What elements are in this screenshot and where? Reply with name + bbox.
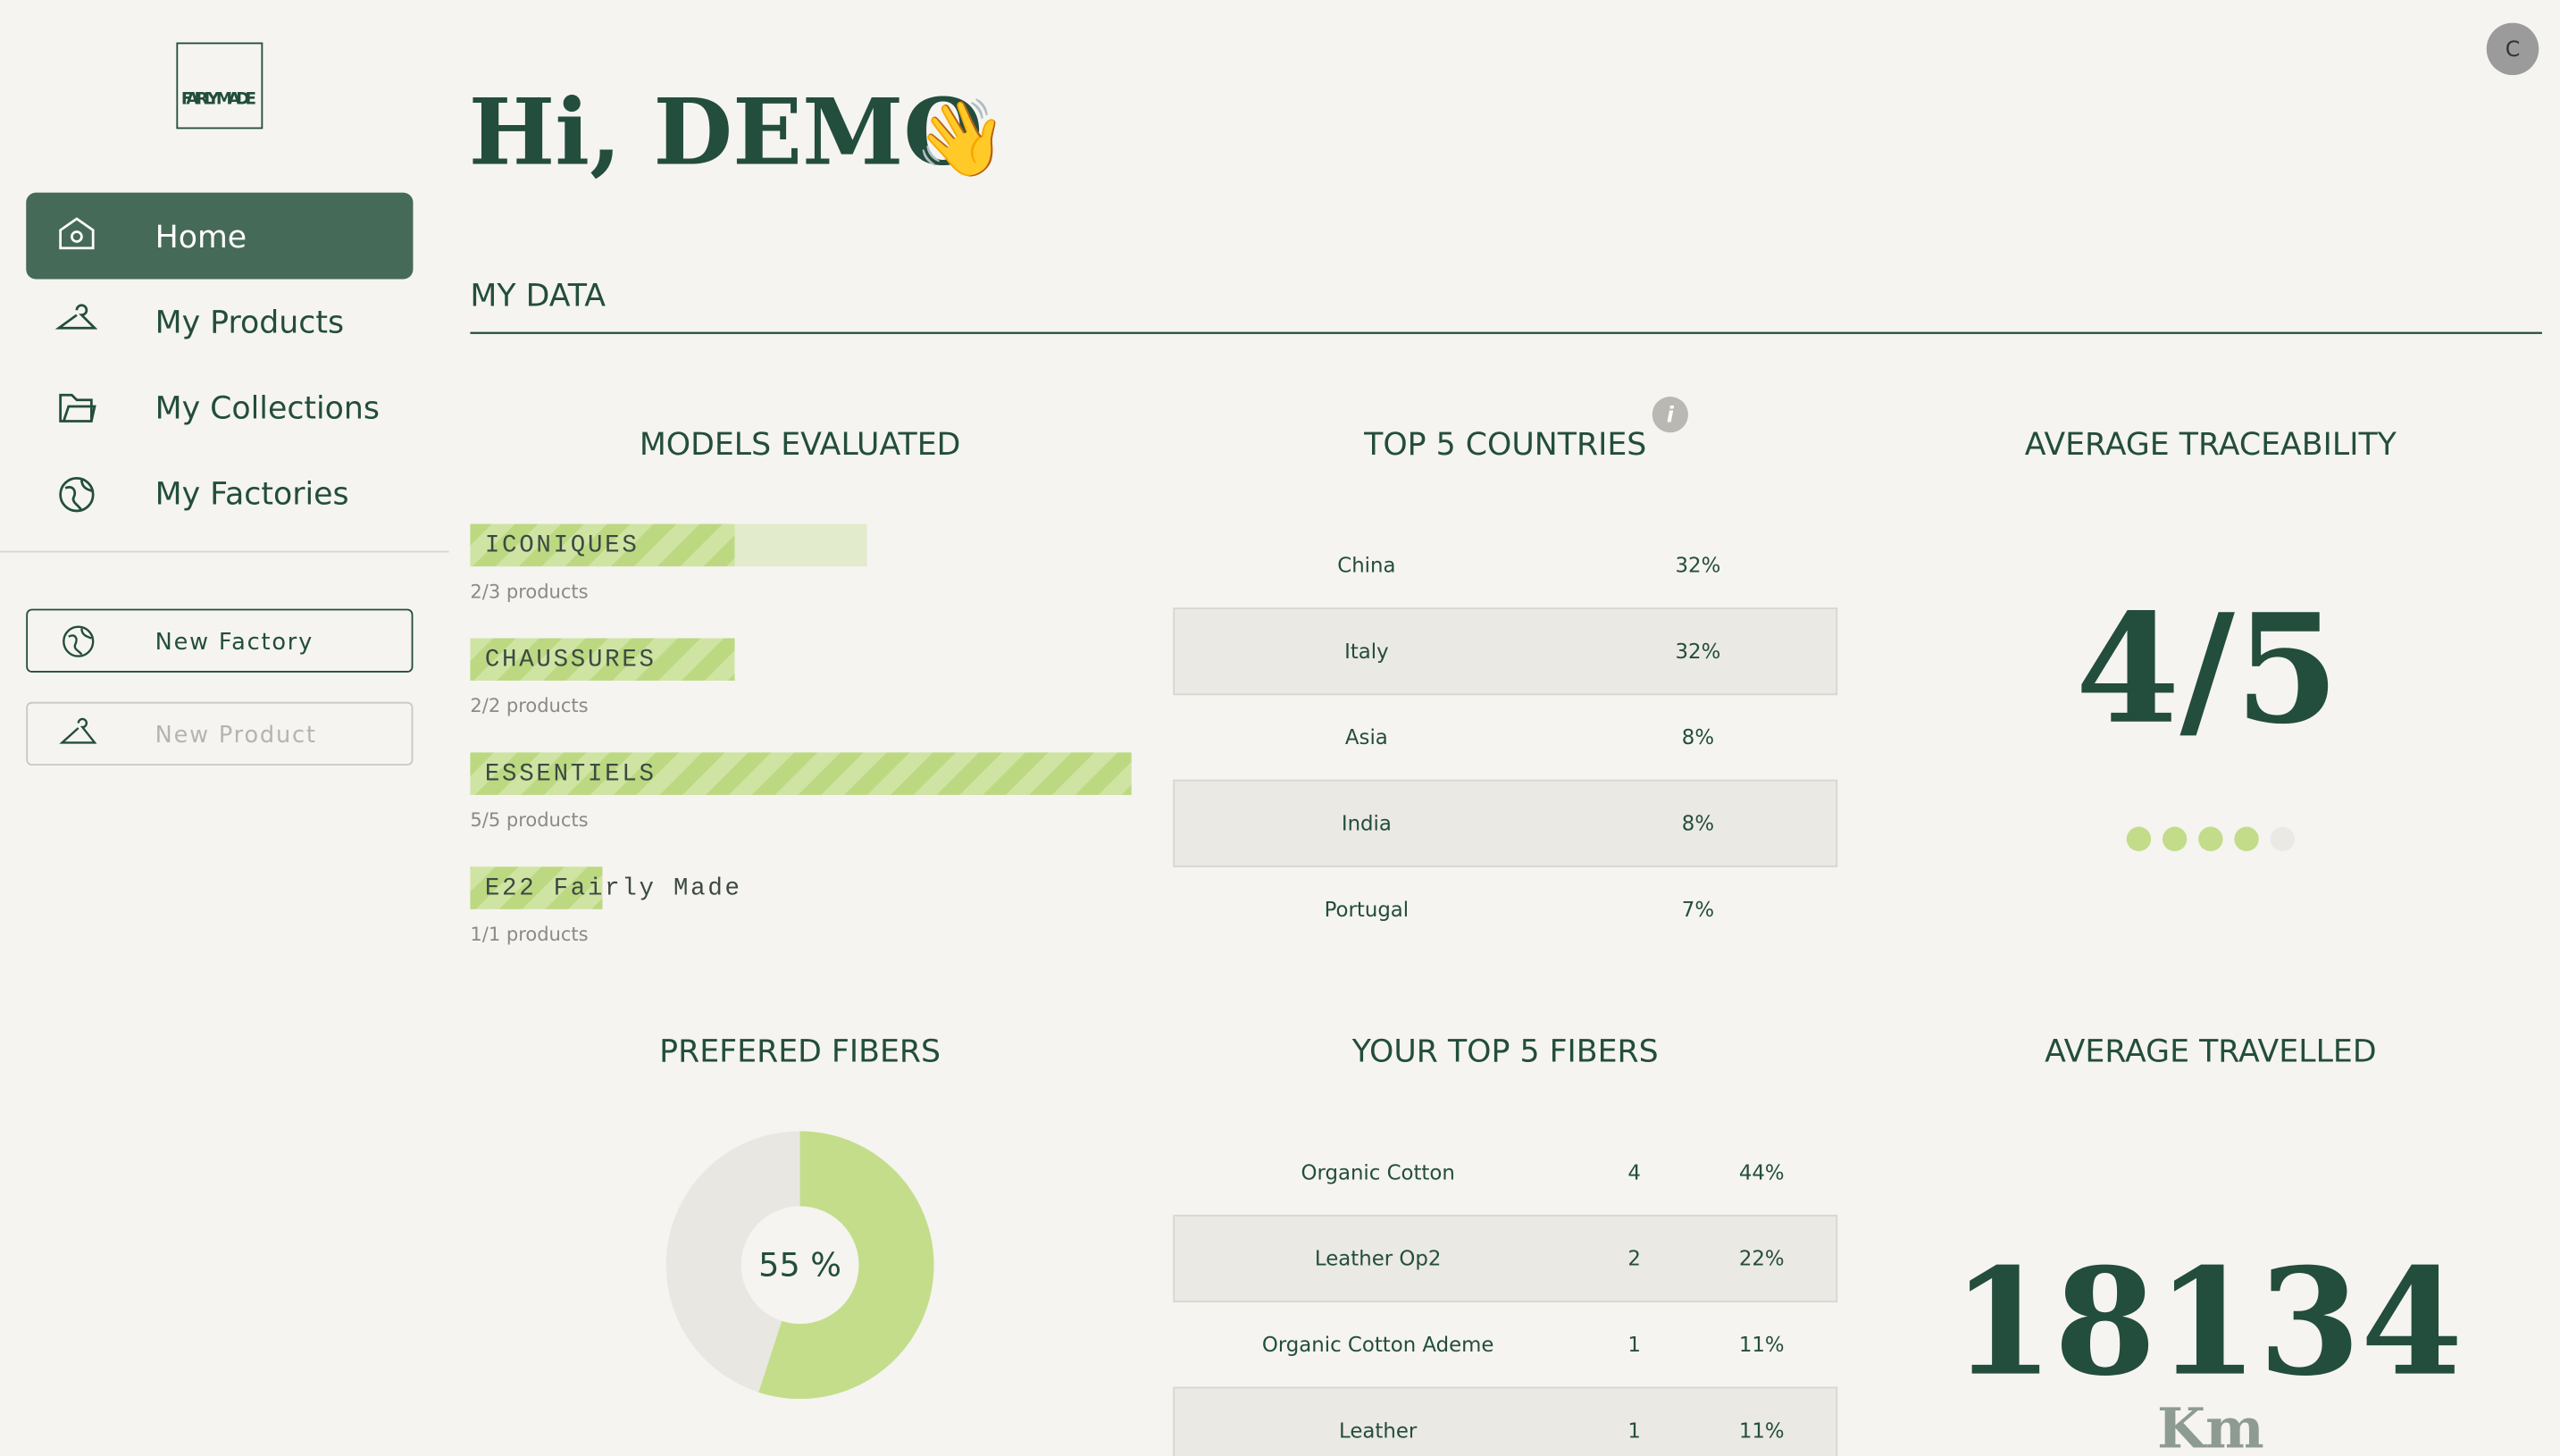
score-dot (2198, 826, 2223, 851)
section-title: MY DATA (470, 279, 606, 314)
table-cell: 11% (1739, 1334, 1785, 1357)
table-row-bg (1173, 779, 1838, 867)
table-cell: 8% (1682, 812, 1714, 835)
nav-item[interactable]: My Factories (155, 477, 349, 513)
model-name: ESSENTIELS (485, 760, 657, 788)
table-cell: 7% (1682, 899, 1714, 922)
model-name: CHAUSSURES (485, 646, 657, 674)
card-title: AVERAGE TRACEABILITY (2025, 427, 2397, 463)
table-cell: Organic Cotton (1301, 1161, 1455, 1184)
donut-hole (740, 1206, 859, 1324)
button-label[interactable]: New Product (155, 722, 317, 749)
greeting-emoji: 👋 (915, 95, 1008, 184)
greeting: Hi, DEMO (469, 79, 983, 187)
card-title: PREFERED FIBERS (659, 1034, 941, 1070)
card-title: MODELS EVALUATED (640, 427, 961, 463)
score-dot (2270, 826, 2295, 851)
progress-fill (470, 523, 735, 567)
table-cell: 1 (1627, 1419, 1641, 1443)
model-count: 2/2 products (470, 694, 588, 716)
travelled-unit: Km (2157, 1395, 2264, 1456)
table-cell: Leather Op2 (1315, 1248, 1441, 1271)
avatar[interactable] (2486, 22, 2539, 76)
table-row-bg (1173, 1386, 1838, 1456)
table-cell: 11% (1739, 1419, 1785, 1443)
info-icon-glyph[interactable]: i (1667, 402, 1675, 427)
new-product-button[interactable] (26, 701, 414, 766)
nav-item[interactable]: My Products (155, 305, 344, 341)
table-cell: Leather (1339, 1419, 1418, 1443)
score-dot (2126, 826, 2152, 851)
progress-fill (470, 752, 1132, 795)
table-cell: 4 (1627, 1161, 1641, 1184)
progress-fill (470, 866, 603, 909)
table-cell: 2 (1627, 1248, 1641, 1271)
model-name: ICONIQUES (485, 532, 640, 560)
table-cell: 8% (1682, 726, 1714, 749)
table-cell: 32% (1676, 640, 1721, 664)
table-cell: 32% (1676, 555, 1721, 578)
info-icon[interactable] (1652, 397, 1688, 433)
score-dot (2162, 826, 2188, 851)
table-cell: Asia (1345, 726, 1388, 749)
card-title: AVERAGE TRAVELLED (2045, 1034, 2376, 1070)
nav-active[interactable] (26, 192, 414, 280)
table-cell: 1 (1627, 1334, 1641, 1357)
avatar-initial[interactable]: C (2506, 37, 2521, 62)
table-row-bg (1173, 1214, 1838, 1303)
model-name: E22 Fairly Made (485, 874, 742, 902)
donut-segment (758, 1131, 934, 1400)
table-row-bg (1173, 607, 1838, 696)
traceability-score: 4/5 (2075, 581, 2338, 757)
model-count: 2/3 products (470, 580, 588, 602)
model-count: 5/5 products (470, 808, 588, 831)
nav-item[interactable]: My Collections (155, 391, 380, 427)
table-cell: China (1337, 555, 1395, 578)
logo[interactable]: FAIRLY MADE (181, 89, 256, 108)
nav-icons (54, 217, 98, 513)
button-label[interactable]: New Factory (155, 629, 314, 656)
progress-fill (470, 638, 735, 682)
score-dot (2234, 826, 2259, 851)
table-cell: India (1342, 812, 1392, 835)
travelled-value: 18134 (1952, 1236, 2463, 1409)
logo-box[interactable] (176, 42, 264, 130)
button-icons (59, 625, 97, 744)
table-cell: Organic Cotton Ademe (1262, 1334, 1494, 1357)
table-cell: 22% (1739, 1248, 1785, 1271)
donut-label: 55 % (758, 1246, 841, 1284)
card-title: YOUR TOP 5 FIBERS (1351, 1034, 1659, 1070)
nav-item[interactable]: Home (155, 220, 247, 255)
new-factory-button[interactable] (26, 608, 414, 673)
model-count: 1/1 products (470, 923, 588, 945)
table-cell: Portugal (1325, 899, 1410, 922)
table-cell: Italy (1344, 640, 1389, 664)
card-title: TOP 5 COUNTRIES (1363, 427, 1646, 463)
table-cell: 44% (1739, 1161, 1785, 1184)
